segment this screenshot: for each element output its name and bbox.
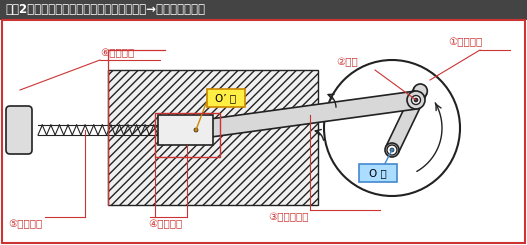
Text: ⑥ハンドル: ⑥ハンドル (100, 48, 134, 58)
Circle shape (387, 145, 397, 155)
Bar (155, 113, 220, 157)
FancyBboxPatch shape (6, 106, 32, 154)
FancyBboxPatch shape (359, 164, 397, 182)
Bar (0, 0, 527, 20)
Circle shape (412, 96, 421, 105)
FancyBboxPatch shape (207, 89, 245, 107)
Polygon shape (386, 88, 427, 153)
Circle shape (413, 84, 427, 98)
Circle shape (407, 91, 425, 109)
Text: ④スライダ: ④スライダ (148, 219, 182, 229)
Text: O’ 軸: O’ 軸 (216, 93, 237, 103)
Bar (108, 70, 318, 205)
Text: ③連結リンク: ③連結リンク (268, 212, 308, 222)
Text: ②ピン: ②ピン (336, 57, 358, 67)
Circle shape (191, 125, 200, 135)
Bar (158, 115, 213, 145)
Circle shape (390, 148, 394, 152)
Circle shape (385, 143, 399, 157)
Text: 【図2】稼動中に揺動角の調整が可能な回転→揺動変換機構例: 【図2】稼動中に揺動角の調整が可能な回転→揺動変換機構例 (5, 3, 205, 16)
Text: ①クランク: ①クランク (448, 37, 482, 47)
Circle shape (414, 98, 418, 102)
Circle shape (194, 128, 198, 132)
Circle shape (324, 60, 460, 196)
Circle shape (187, 121, 205, 139)
Text: O 軸: O 軸 (369, 168, 387, 178)
Text: ⑤調整ねじ: ⑤調整ねじ (8, 219, 42, 229)
Polygon shape (195, 91, 417, 139)
